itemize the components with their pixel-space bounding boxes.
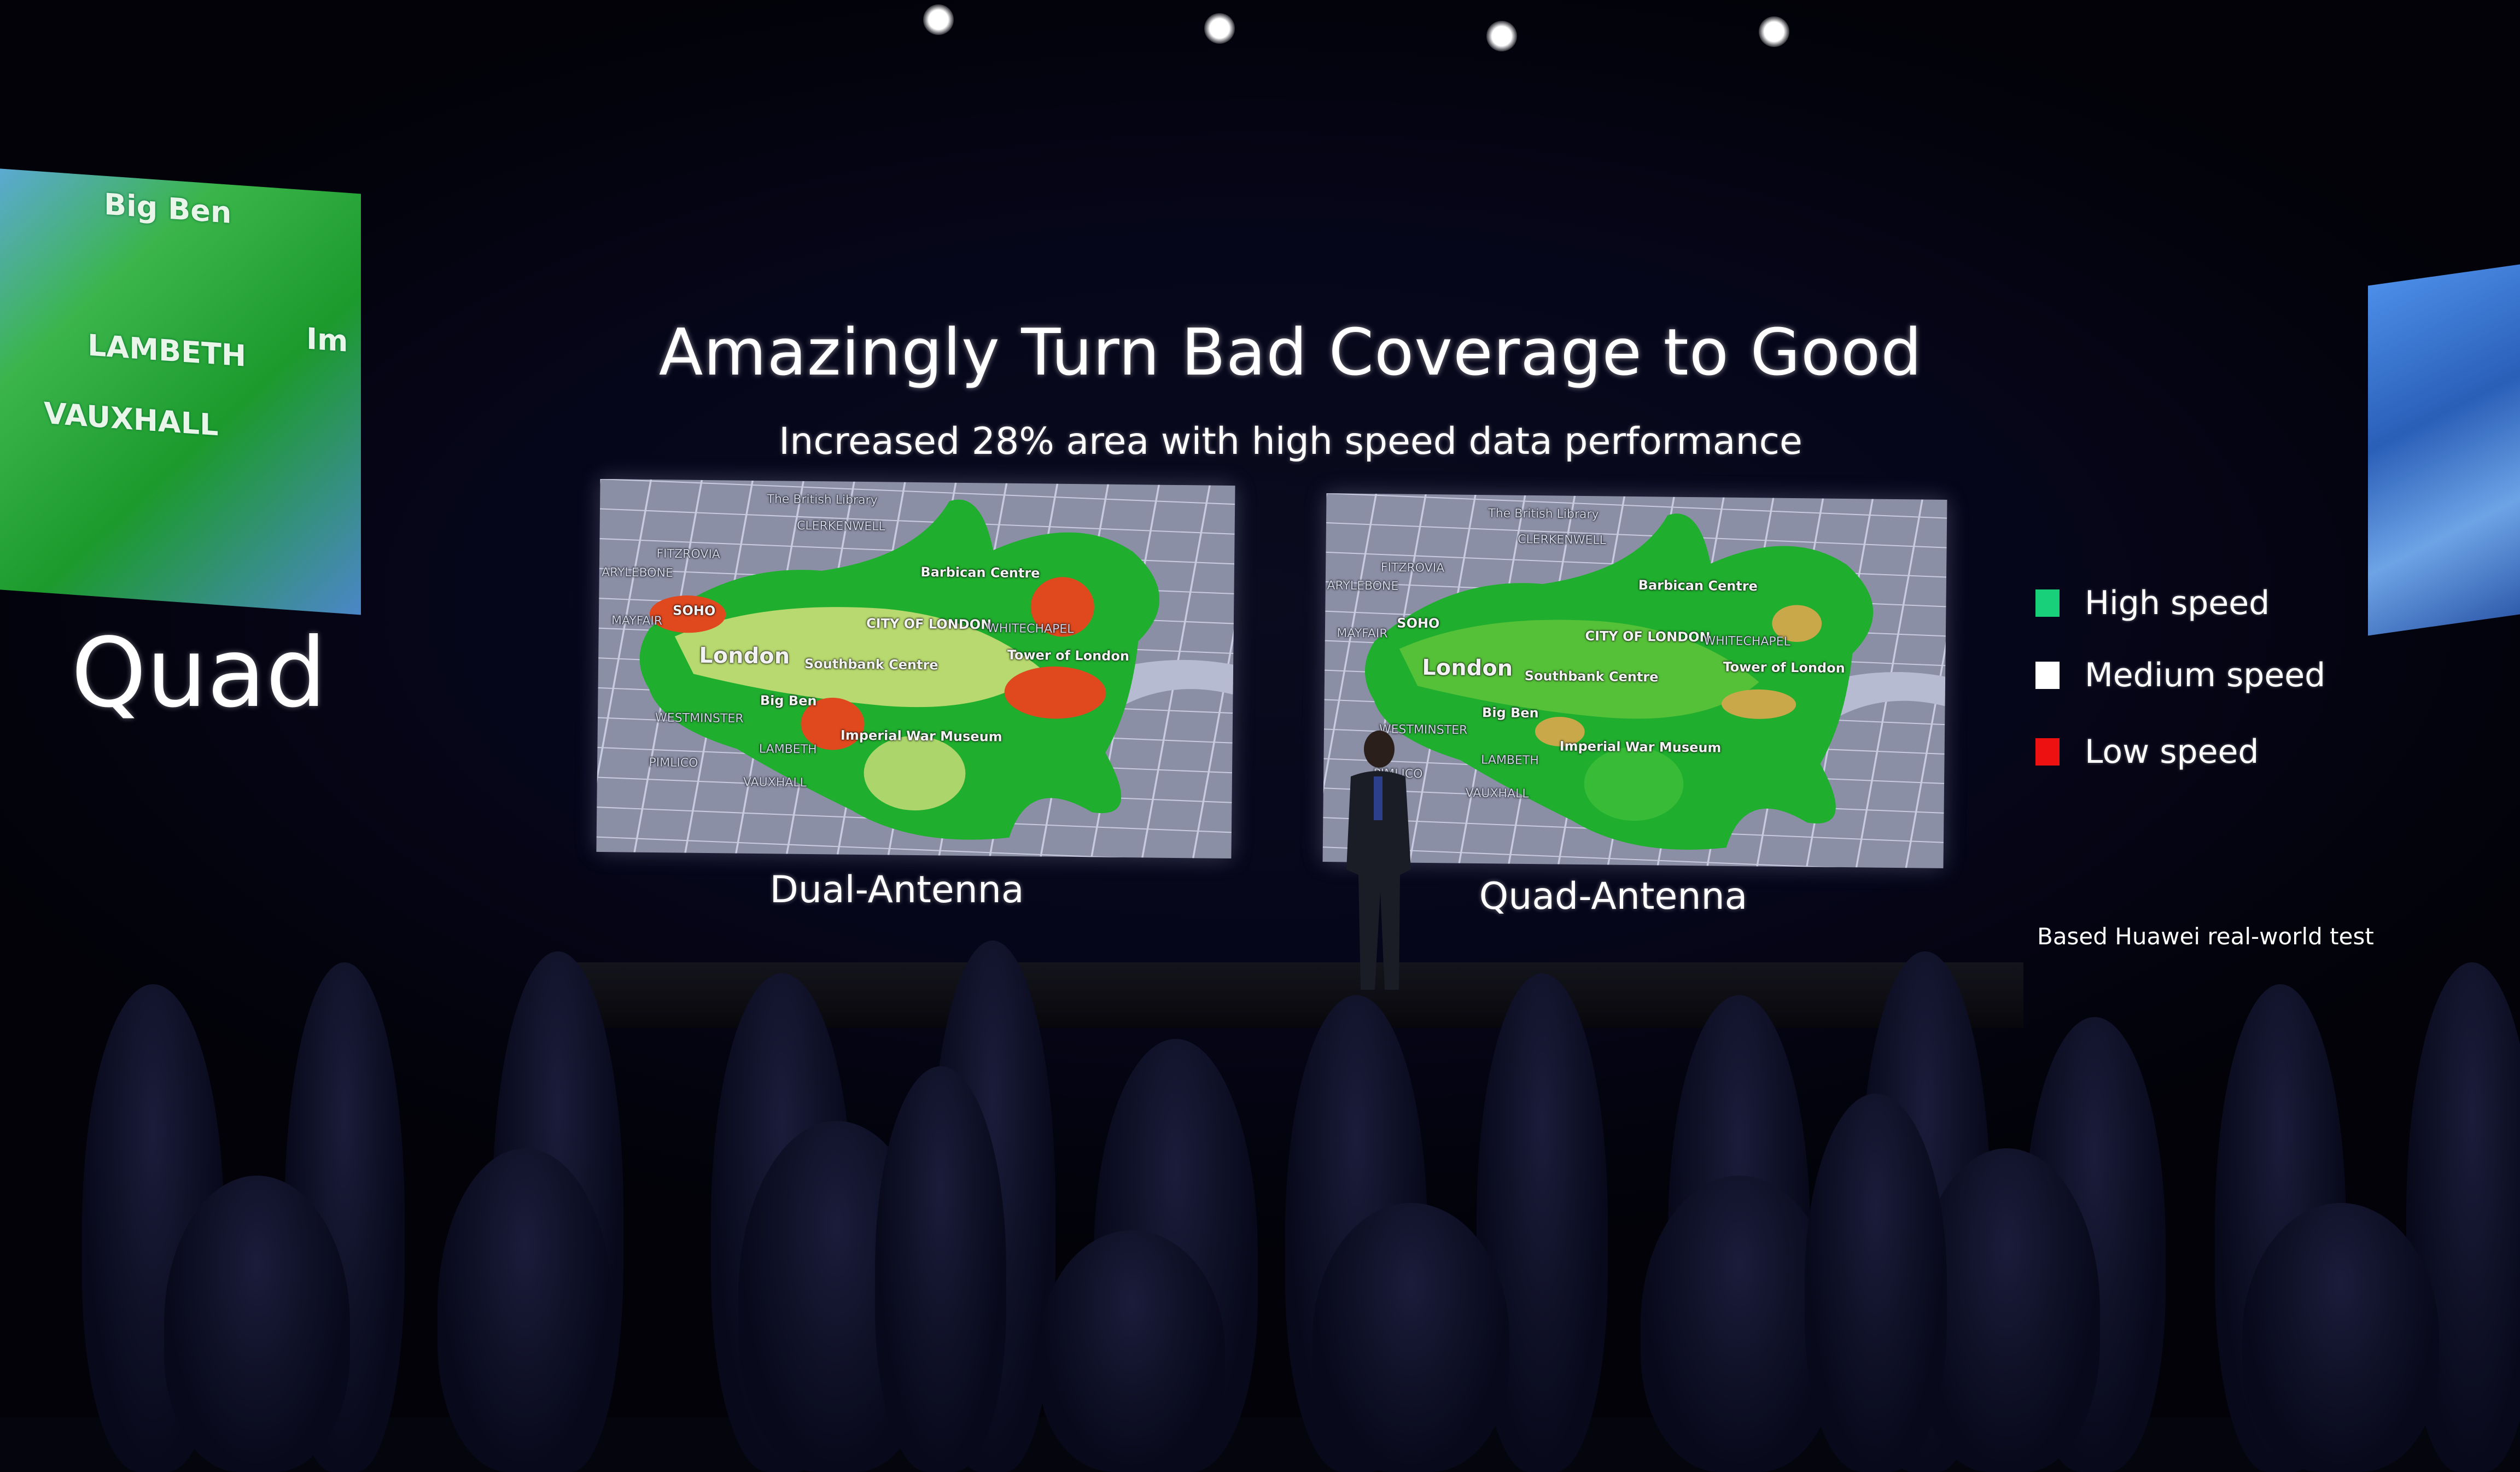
legend-label: Low speed bbox=[2085, 733, 2259, 771]
map-label: ARYLEBONE bbox=[1327, 579, 1399, 593]
coverage-heatmap bbox=[1322, 493, 1947, 868]
legend-item-low: Low speed bbox=[2035, 733, 2325, 771]
quad-antenna-caption: Quad-Antenna bbox=[1479, 875, 1748, 918]
legend: High speed Medium speed Low speed bbox=[2035, 584, 2325, 771]
legend-label: High speed bbox=[2085, 584, 2270, 622]
map-label: SOHO bbox=[1397, 615, 1440, 632]
map-label: Tower of London bbox=[1007, 647, 1130, 664]
stage-light bbox=[1204, 13, 1235, 44]
map-label: Tower of London bbox=[1723, 659, 1845, 676]
legend-label: Medium speed bbox=[2085, 656, 2326, 694]
coverage-heatmap bbox=[596, 478, 1235, 859]
map-label: Big Ben bbox=[1481, 704, 1539, 721]
map-label: Southbank Centre bbox=[804, 656, 938, 673]
audience-member bbox=[438, 1148, 612, 1472]
map-label: Imperial War Museum bbox=[840, 727, 1002, 745]
audience-member bbox=[1805, 1094, 1947, 1472]
map-label: VAUXHALL bbox=[1465, 786, 1529, 801]
audience-member bbox=[164, 1176, 350, 1472]
map-label: WHITECHAPEL bbox=[1704, 634, 1790, 649]
audience-member bbox=[875, 1066, 1006, 1472]
map-label: Barbican Centre bbox=[920, 564, 1040, 581]
map-label: CITY OF LONDON bbox=[1585, 628, 1711, 645]
legend-swatch bbox=[2035, 738, 2060, 766]
legend-swatch bbox=[2035, 662, 2060, 689]
legend-item-high: High speed bbox=[2035, 584, 2325, 622]
map-label: SOHO bbox=[672, 603, 716, 618]
map-label: FITZROVIA bbox=[1380, 560, 1445, 575]
stage-light bbox=[923, 4, 954, 35]
map-label: FITZROVIA bbox=[656, 547, 721, 562]
side-screen-left: Big Ben LAMBETH VAUXHALL Im bbox=[0, 167, 361, 615]
stage-light bbox=[1486, 21, 1517, 51]
dual-antenna-caption: Dual-Antenna bbox=[769, 868, 1024, 912]
audience-member bbox=[1312, 1203, 1509, 1472]
map-label: The British Library bbox=[1488, 506, 1599, 522]
slide-subtitle: Increased 28% area with high speed data … bbox=[779, 420, 1802, 463]
map-label: MAYFAIR bbox=[1337, 626, 1388, 641]
legend-swatch bbox=[2035, 589, 2060, 617]
low-speed-zone bbox=[649, 595, 726, 633]
map-label: Barbican Centre bbox=[1638, 577, 1758, 594]
map-label: LAMBETH bbox=[1480, 753, 1539, 768]
map-label: CITY OF LONDON bbox=[866, 616, 992, 633]
slide-title: Amazingly Turn Bad Coverage to Good bbox=[658, 314, 1923, 390]
map-label: Big Ben bbox=[760, 693, 817, 709]
map-label: WHITECHAPEL bbox=[987, 621, 1074, 636]
map-label: LAMBETH bbox=[759, 742, 817, 757]
legend-item-medium: Medium speed bbox=[2035, 656, 2325, 694]
map-label: The British Library bbox=[767, 492, 878, 507]
quad-antenna-coverage-map: The British Library CLERKENWELL FITZROVIA A… bbox=[1322, 493, 1947, 868]
map-label: WESTMINSTER bbox=[655, 711, 744, 726]
side-map-label: Big Ben bbox=[104, 186, 232, 230]
map-label: VAUXHALL bbox=[743, 775, 807, 790]
map-label: CLERKENWELL bbox=[796, 519, 885, 534]
dual-antenna-coverage-map: The British Library CLERKENWELL FITZROVIA A… bbox=[596, 478, 1235, 859]
audience-member bbox=[2242, 1203, 2439, 1472]
map-label: ARYLEBONE bbox=[601, 565, 674, 580]
low-speed-zone bbox=[801, 697, 865, 750]
map-label: CLERKENWELL bbox=[1517, 533, 1606, 547]
side-screen-caption: Quad bbox=[71, 618, 326, 729]
map-label: London bbox=[1422, 655, 1513, 681]
presenter bbox=[1346, 731, 1411, 990]
map-label: Imperial War Museum bbox=[1559, 738, 1722, 756]
low-speed-zone bbox=[1004, 666, 1106, 719]
map-label: London bbox=[698, 642, 790, 669]
stage-light bbox=[1759, 16, 1789, 47]
map-label: Southbank Centre bbox=[1524, 668, 1659, 685]
map-label: MAYFAIR bbox=[611, 614, 663, 628]
footnote: Based Huawei real-world test bbox=[2037, 923, 2374, 950]
map-label: PIMLICO bbox=[649, 756, 698, 770]
audience-member bbox=[1039, 1230, 1225, 1472]
low-speed-zone bbox=[1030, 577, 1094, 637]
